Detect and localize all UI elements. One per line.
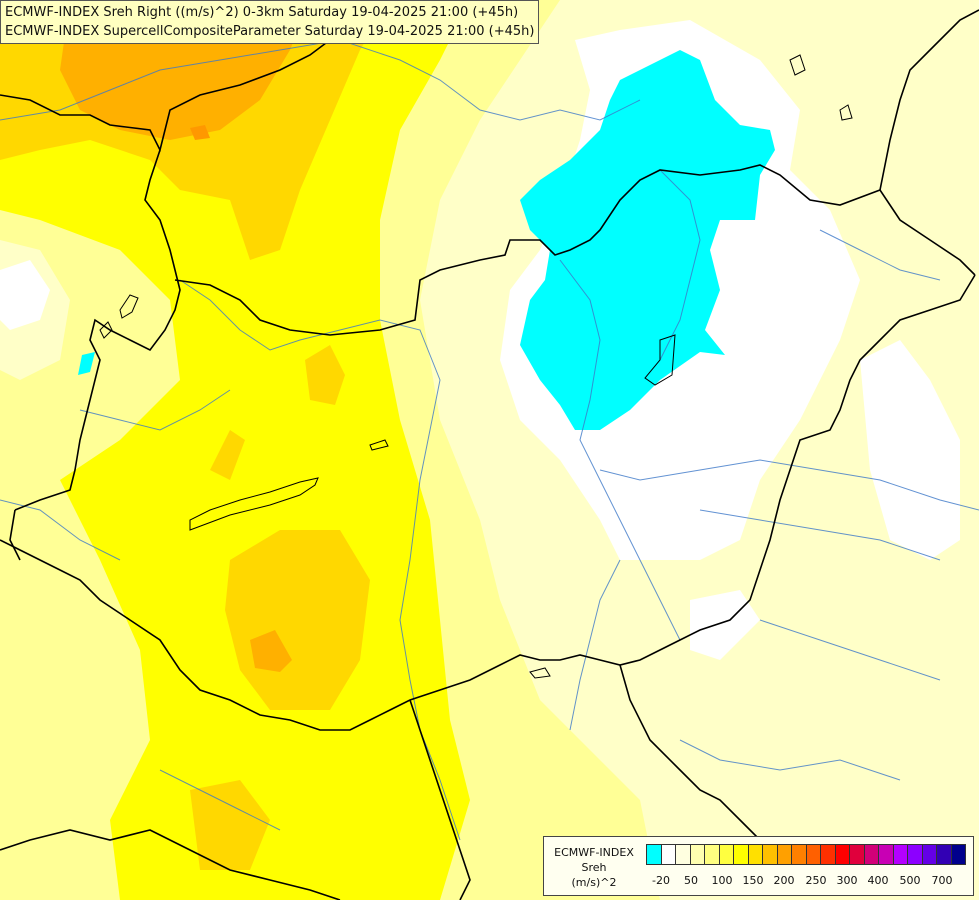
- legend-tick-label: 700: [931, 874, 953, 887]
- legend-swatch: [704, 844, 720, 865]
- map-title-line-2: ECMWF-INDEX SupercellCompositeParameter …: [5, 24, 535, 39]
- legend-tick-label: 200: [773, 874, 795, 887]
- field-white-west: [0, 260, 50, 330]
- legend-unit: (m/s)^2: [571, 876, 617, 889]
- legend-tick-label: 250: [805, 874, 827, 887]
- legend-swatch: [675, 844, 691, 865]
- field-gold-sw: [190, 780, 270, 870]
- legend-tick-label: 50: [684, 874, 698, 887]
- legend-tick-label: 300: [836, 874, 858, 887]
- field-cyan-small: [78, 352, 95, 375]
- legend-swatch: [762, 844, 778, 865]
- legend-swatch: [689, 844, 705, 865]
- legend-swatch: [776, 844, 792, 865]
- field-white-east: [860, 340, 960, 560]
- field-orange-south: [250, 630, 292, 672]
- legend-swatch: [950, 844, 966, 865]
- lakes: [99, 54, 853, 679]
- legend-swatch: [878, 844, 894, 865]
- legend-swatch: [791, 844, 807, 865]
- legend-swatch: [921, 844, 937, 865]
- legend-swatch: [834, 844, 850, 865]
- legend-model: ECMWF-INDEX: [554, 846, 634, 859]
- legend-swatch: [820, 844, 836, 865]
- legend-swatch: [863, 844, 879, 865]
- field-dark-orange: [190, 125, 210, 140]
- legend-swatches: [646, 844, 966, 865]
- legend-tick-label: 400: [867, 874, 889, 887]
- legend-swatch: [733, 844, 749, 865]
- legend-tick-label: 500: [899, 874, 921, 887]
- legend-swatch: [718, 844, 734, 865]
- legend-swatch: [936, 844, 952, 865]
- field-gold-streak: [210, 430, 245, 480]
- legend-tick-label: 100: [711, 874, 733, 887]
- legend-param: Sreh: [581, 861, 607, 874]
- legend-ticks: -20 50 100 150 200 250 300 400 500 700: [646, 874, 966, 890]
- legend-swatch: [747, 844, 763, 865]
- legend-swatch: [805, 844, 821, 865]
- legend-swatch: [660, 844, 676, 865]
- legend-swatch: [646, 844, 662, 865]
- legend-swatch: [849, 844, 865, 865]
- map-title-line-1: ECMWF-INDEX Sreh Right ((m/s)^2) 0-3km S…: [5, 5, 519, 20]
- map-title-box: ECMWF-INDEX Sreh Right ((m/s)^2) 0-3km S…: [0, 0, 540, 44]
- legend-tick-label: -20: [652, 874, 670, 887]
- color-legend: ECMWF-INDEX Sreh (m/s)^2 -20 50 100 150 200 2…: [543, 836, 974, 896]
- legend-swatch: [907, 844, 923, 865]
- rivers: [0, 39, 979, 841]
- legend-label: ECMWF-INDEX Sreh (m/s)^2: [546, 845, 642, 890]
- field-gold-spot: [305, 345, 345, 405]
- legend-swatch: [892, 844, 908, 865]
- legend-tick-label: 150: [742, 874, 764, 887]
- field-cyan: [520, 50, 775, 430]
